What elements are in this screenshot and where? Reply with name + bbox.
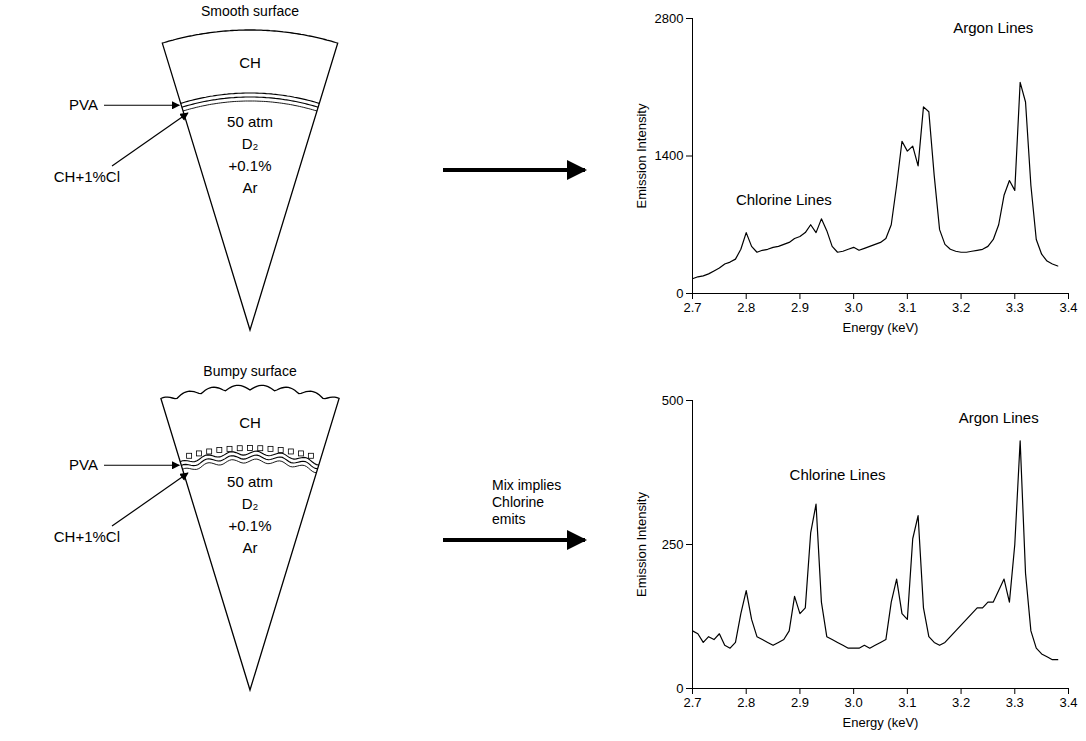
svg-text:Argon Lines: Argon Lines — [953, 19, 1033, 36]
svg-text:2.7: 2.7 — [683, 695, 701, 710]
svg-text:PVA: PVA — [69, 456, 98, 473]
svg-text:Chlorine Lines: Chlorine Lines — [736, 191, 832, 208]
svg-text:PVA: PVA — [69, 96, 98, 113]
svg-text:50 atm: 50 atm — [227, 473, 273, 490]
svg-text:500: 500 — [662, 393, 684, 408]
svg-text:3.3: 3.3 — [1006, 695, 1024, 710]
svg-text:CH+1%Cl: CH+1%Cl — [54, 528, 120, 545]
svg-text:2.7: 2.7 — [683, 300, 701, 315]
svg-text:2.8: 2.8 — [737, 300, 755, 315]
svg-text:emits: emits — [492, 511, 525, 527]
svg-text:3.2: 3.2 — [952, 695, 970, 710]
svg-text:3.2: 3.2 — [952, 300, 970, 315]
svg-text:3.0: 3.0 — [845, 300, 863, 315]
svg-text:0: 0 — [676, 286, 683, 301]
svg-text:2.8: 2.8 — [737, 695, 755, 710]
svg-text:Chlorine Lines: Chlorine Lines — [790, 466, 886, 483]
svg-text:50 atm: 50 atm — [227, 113, 273, 130]
svg-text:2.9: 2.9 — [791, 695, 809, 710]
svg-text:Emission Intensity: Emission Intensity — [634, 103, 649, 208]
svg-text:Mix implies: Mix implies — [492, 477, 561, 493]
svg-text:1400: 1400 — [655, 148, 684, 163]
svg-text:Argon Lines: Argon Lines — [959, 409, 1039, 426]
svg-text:D₂: D₂ — [242, 495, 259, 512]
svg-text:D₂: D₂ — [242, 135, 259, 152]
svg-text:3.1: 3.1 — [898, 300, 916, 315]
svg-text:0: 0 — [676, 681, 683, 696]
svg-text:3.3: 3.3 — [1006, 300, 1024, 315]
svg-text:2.9: 2.9 — [791, 300, 809, 315]
svg-text:CH+1%Cl: CH+1%Cl — [54, 168, 120, 185]
svg-text:CH: CH — [239, 414, 261, 431]
svg-text:Chlorine: Chlorine — [492, 494, 544, 510]
svg-text:3.4: 3.4 — [1059, 695, 1077, 710]
svg-text:Energy (keV): Energy (keV) — [843, 320, 919, 335]
svg-text:CH: CH — [239, 54, 261, 71]
svg-text:+0.1%: +0.1% — [229, 157, 272, 174]
svg-text:250: 250 — [662, 537, 684, 552]
svg-text:2800: 2800 — [655, 11, 684, 26]
svg-text:3.0: 3.0 — [845, 695, 863, 710]
svg-text:Ar: Ar — [243, 539, 258, 556]
svg-text:Energy (keV): Energy (keV) — [843, 715, 919, 730]
svg-text:+0.1%: +0.1% — [229, 517, 272, 534]
svg-text:Smooth surface: Smooth surface — [201, 3, 299, 19]
svg-text:Ar: Ar — [243, 179, 258, 196]
svg-text:Emission Intensity: Emission Intensity — [634, 492, 649, 597]
svg-text:Bumpy surface: Bumpy surface — [203, 363, 297, 379]
svg-text:3.4: 3.4 — [1059, 300, 1077, 315]
svg-text:3.1: 3.1 — [898, 695, 916, 710]
